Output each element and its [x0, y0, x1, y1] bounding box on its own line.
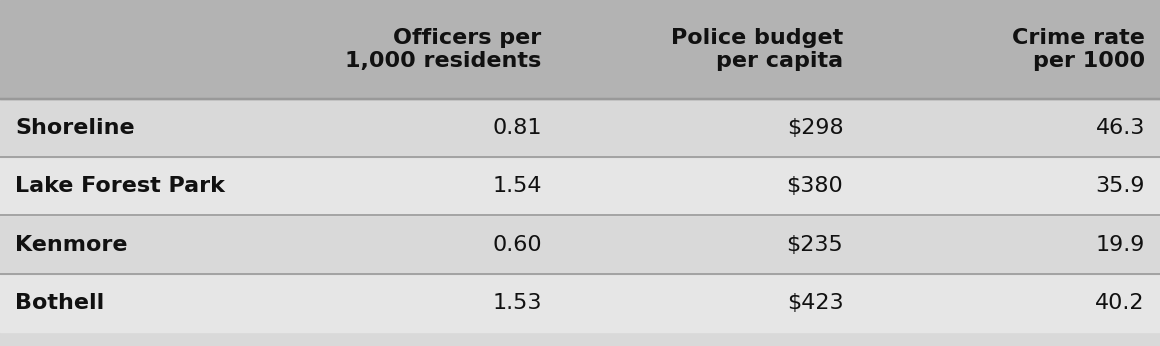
- Bar: [0, 332, 1160, 346]
- Text: $235: $235: [786, 235, 843, 255]
- Text: 40.2: 40.2: [1095, 293, 1145, 313]
- Bar: [0, 215, 1160, 274]
- Text: Bothell: Bothell: [15, 293, 104, 313]
- Text: 35.9: 35.9: [1095, 176, 1145, 196]
- Text: Lake Forest Park: Lake Forest Park: [15, 176, 225, 196]
- Text: Police budget
per capita: Police budget per capita: [672, 28, 843, 71]
- Text: Shoreline: Shoreline: [15, 118, 135, 138]
- Bar: [0, 0, 1160, 99]
- Text: $380: $380: [786, 176, 843, 196]
- Text: Kenmore: Kenmore: [15, 235, 128, 255]
- Text: $423: $423: [786, 293, 843, 313]
- Text: $298: $298: [786, 118, 843, 138]
- Text: 1.54: 1.54: [492, 176, 542, 196]
- Bar: [0, 274, 1160, 332]
- Text: 19.9: 19.9: [1095, 235, 1145, 255]
- Text: Crime rate
per 1000: Crime rate per 1000: [1012, 28, 1145, 71]
- Bar: [0, 99, 1160, 157]
- Bar: [0, 157, 1160, 215]
- Text: 1.53: 1.53: [492, 293, 542, 313]
- Text: 46.3: 46.3: [1095, 118, 1145, 138]
- Text: Officers per
1,000 residents: Officers per 1,000 residents: [346, 28, 542, 71]
- Text: 0.60: 0.60: [492, 235, 542, 255]
- Text: 0.81: 0.81: [492, 118, 542, 138]
